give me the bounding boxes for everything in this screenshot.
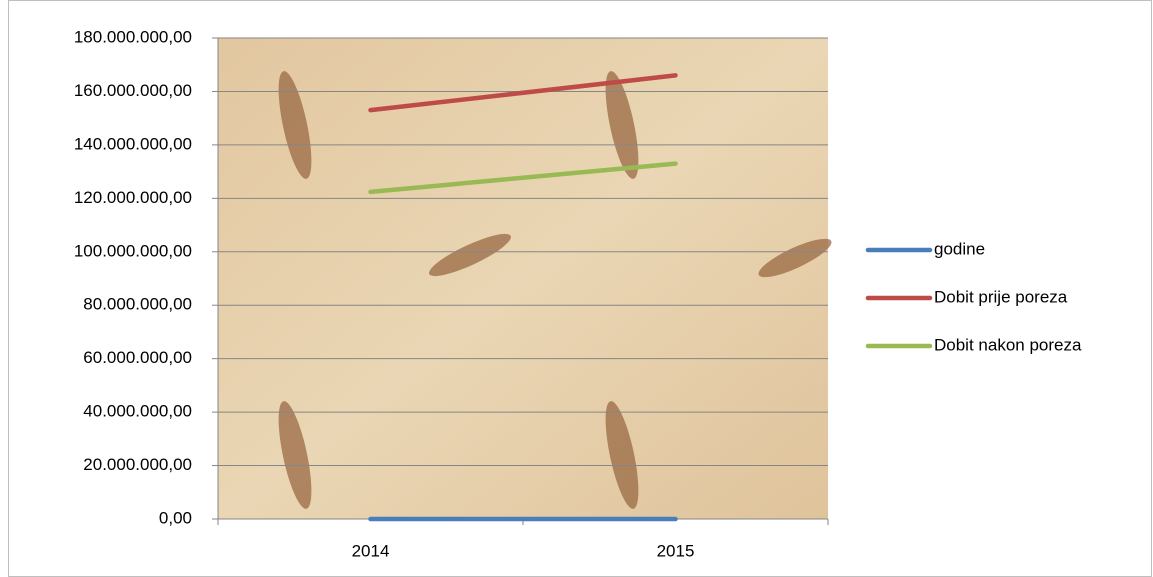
y-tick-label: 180.000.000,00	[74, 27, 192, 46]
background-texture	[278, 71, 832, 509]
y-tick-label: 0,00	[159, 508, 192, 527]
legend-label: Dobit prije poreza	[934, 287, 1068, 306]
y-tick-label: 80.000.000,00	[83, 295, 192, 314]
y-tick-label: 100.000.000,00	[74, 241, 192, 260]
series-line	[368, 161, 678, 195]
x-tick-label: 2014	[352, 541, 390, 560]
legend-label: Dobit nakon poreza	[934, 335, 1082, 354]
legend-label: godine	[934, 239, 985, 258]
series-line	[368, 73, 678, 113]
y-tick-label: 20.000.000,00	[83, 455, 192, 474]
y-tick-label: 60.000.000,00	[83, 348, 192, 367]
y-tick-label: 140.000.000,00	[74, 134, 192, 153]
plot-background	[218, 38, 828, 519]
y-tick-label: 160.000.000,00	[74, 81, 192, 100]
y-tick-label: 120.000.000,00	[74, 188, 192, 207]
y-tick-label: 40.000.000,00	[83, 402, 192, 421]
x-tick-label: 2015	[657, 541, 695, 560]
